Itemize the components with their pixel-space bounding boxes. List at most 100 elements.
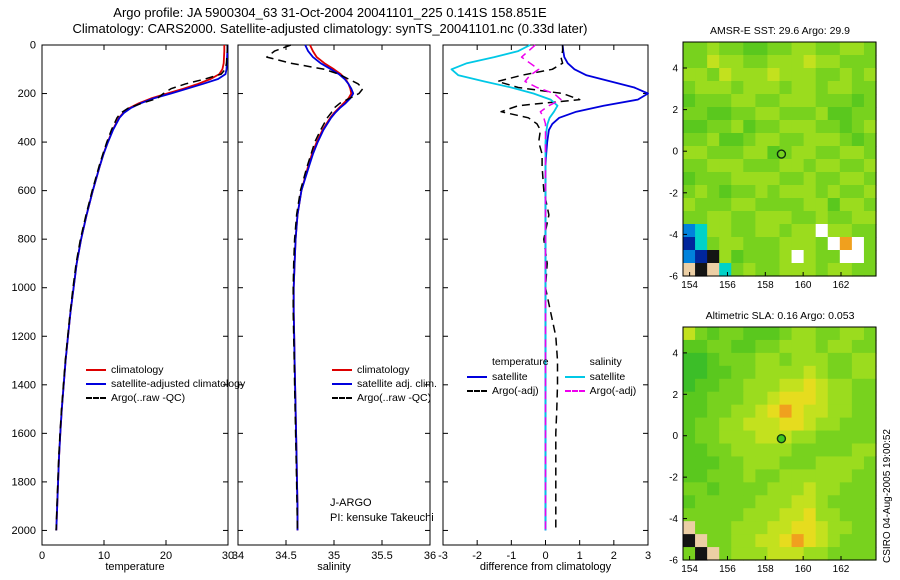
- tick-label: 34: [232, 550, 244, 562]
- legend-entry: satellite adj. clim.: [332, 377, 437, 391]
- difference-line-temperature-satellite: [544, 44, 649, 531]
- program-name: J-ARGO: [330, 497, 372, 509]
- tick-label: -3: [438, 550, 448, 562]
- sla_map-argo-marker: [776, 434, 787, 444]
- difference-line-temperature-argo-adj: [496, 45, 581, 531]
- legend-entry: satellite-adjusted climatology: [86, 377, 245, 391]
- temperature-legend: climatology satellite-adjusted climatolog…: [86, 363, 245, 405]
- legend-label: Argo(-adj): [589, 385, 637, 397]
- tick-label: 4: [672, 348, 678, 359]
- sla_map-panel: 154 156 158 160 162 4 2 0 -2 -4 -6: [669, 326, 877, 575]
- legend-label: satellite: [492, 371, 528, 383]
- tick-label: 162: [833, 280, 850, 291]
- tick-label: 154: [681, 564, 698, 575]
- temperature-panel: 0 10 20 30 0 200 400 600 800 1000 1200 1400 1600 1800…: [12, 40, 235, 563]
- tick-label: -4: [669, 514, 678, 525]
- legend-entry: Argo(-adj): [564, 384, 637, 398]
- tick-label: 1000: [12, 282, 36, 294]
- legend-swatch-icon: [564, 376, 585, 378]
- tick-label: 2000: [12, 525, 36, 537]
- tick-label: 1600: [12, 428, 36, 440]
- temperature-axis-label: temperature: [105, 561, 165, 573]
- salinity-line-climatology: [292, 44, 353, 531]
- tick-label: 0: [672, 147, 678, 158]
- tick-label: 4: [672, 64, 678, 75]
- legend-label: satellite: [589, 371, 626, 383]
- legend-label: Argo(..raw -QC): [357, 392, 432, 404]
- sst_map-border: [682, 41, 877, 277]
- tick-label: 0: [39, 550, 45, 562]
- legend-label: satellite-adjusted climatology: [111, 378, 246, 390]
- tick-label: -2: [669, 188, 678, 199]
- tick-label: 3: [645, 550, 651, 562]
- legend-label: climatology: [357, 364, 410, 376]
- legend-label: satellite adj. clim.: [357, 378, 437, 390]
- tick-label: -6: [669, 272, 678, 283]
- tick-label: -4: [669, 230, 678, 241]
- difference-legend-group-title: temperature: [492, 356, 549, 368]
- salinity-panel: 34 34.5 35 35.5 36: [232, 44, 436, 562]
- tick-label: 34.5: [275, 550, 296, 562]
- tick-label: 2: [672, 390, 678, 401]
- tick-label: 1200: [12, 331, 36, 343]
- temperature-line-satellite-adjusted-climatology: [55, 45, 229, 531]
- tick-label: 162: [833, 564, 850, 575]
- sla_map-border: [682, 326, 877, 561]
- tick-label: -2: [472, 550, 482, 562]
- legend-entry: satellite: [564, 370, 637, 384]
- tick-label: 30: [222, 550, 234, 562]
- tick-label: 200: [18, 88, 36, 100]
- salinity-legend: climatology satellite adj. clim. Argo(..ra…: [332, 363, 437, 405]
- figure-title-line1: Argo profile: JA 5900304_63 31-Oct-2004 …: [113, 5, 547, 20]
- tick-label: 0: [542, 550, 548, 562]
- legend-swatch-icon: [564, 390, 585, 392]
- legend-swatch-icon: [332, 383, 352, 385]
- legend-label: Argo(-adj): [492, 385, 539, 397]
- temperature-line-argo-raw-qc: [55, 44, 229, 531]
- legend-swatch-icon: [467, 390, 487, 392]
- legend-swatch-icon: [467, 376, 487, 378]
- difference-legend-group: temperature satellite Argo(-adj): [467, 356, 549, 398]
- legend-label: climatology: [111, 364, 164, 376]
- difference-legend-group-title: salinity: [589, 356, 622, 368]
- tick-label: 400: [18, 137, 36, 149]
- tick-label: 10: [98, 550, 110, 562]
- legend-swatch-icon: [332, 369, 352, 371]
- tick-label: 1800: [12, 476, 36, 488]
- temperature-line-climatology: [55, 45, 226, 531]
- tick-label: 1400: [12, 379, 36, 391]
- tick-label: 0: [672, 431, 678, 442]
- salinity-legend-group: climatology satellite adj. clim. Argo(..ra…: [332, 363, 437, 405]
- tick-label: 2: [611, 550, 617, 562]
- tick-label: 35.5: [371, 550, 392, 562]
- tick-label: 160: [795, 280, 812, 291]
- sla-map-title: Altimetric SLA: 0.16 Argo: 0.053: [705, 310, 855, 322]
- legend-swatch-icon: [86, 369, 106, 371]
- legend-swatch-icon: [332, 397, 352, 399]
- temperature-axes-box: [41, 44, 229, 546]
- salinity-line-satellite-adj-clim-: [292, 44, 355, 531]
- program-pi: PI: kensuke Takeuchi: [330, 512, 434, 524]
- tick-label: -6: [669, 556, 678, 567]
- difference-axis-label: difference from climatology: [479, 561, 612, 573]
- salinity-line-argo-raw-qc: [266, 44, 364, 531]
- legend-entry: Argo(..raw -QC): [86, 391, 245, 405]
- legend-swatch-icon: [86, 383, 106, 385]
- tick-label: 156: [719, 280, 736, 291]
- tick-label: 2: [672, 105, 678, 116]
- figure-title-line2: Climatology: CARS2000. Satellite-adjuste…: [72, 21, 588, 36]
- legend-entry: satellite: [467, 370, 549, 384]
- temperature-legend-group: climatology satellite-adjusted climatolog…: [86, 363, 245, 405]
- tick-label: 36: [424, 550, 436, 562]
- figure-title: Argo profile: JA 5900304_63 31-Oct-2004 …: [0, 5, 660, 37]
- difference-panel: -3 -2 -1 0 1 2 3: [438, 44, 651, 562]
- legend-entry: climatology: [332, 363, 437, 377]
- tick-label: 158: [757, 564, 774, 575]
- sst-map-title: AMSR-E SST: 29.6 Argo: 29.9: [709, 25, 851, 37]
- difference-line-salinity-satellite: [450, 44, 559, 531]
- tick-label: 20: [160, 550, 172, 562]
- difference-legend: temperature satellite Argo(-adj) salinity sa…: [467, 356, 636, 398]
- tick-label: 154: [681, 280, 698, 291]
- difference-legend-group: salinity satellite Argo(-adj): [564, 356, 637, 398]
